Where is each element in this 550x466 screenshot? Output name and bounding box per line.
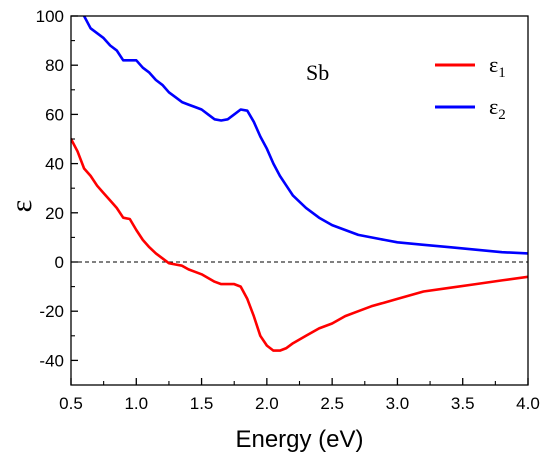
- y-axis-title: ε: [5, 200, 38, 213]
- legend-label-epsilon1: ε1: [489, 52, 506, 81]
- y-tick-label: 100: [36, 7, 64, 26]
- legend-label-epsilon1-subscript: 1: [498, 65, 506, 81]
- x-axis-title: Energy (eV): [235, 426, 363, 453]
- x-tick-label: 4.0: [516, 394, 540, 413]
- y-axis: -40 -20 0 20 40 60 80 100: [36, 7, 78, 370]
- x-tick-label: 3.5: [451, 394, 475, 413]
- y-tick-label: 60: [45, 105, 64, 124]
- series-line-epsilon1: [71, 137, 528, 352]
- x-tick-label: 1.0: [124, 394, 148, 413]
- legend-label-epsilon2-main: ε: [489, 94, 498, 119]
- x-axis: 0.5 1.0 1.5 2.0 2.5 3.0 3.5 4.0: [59, 378, 540, 413]
- element-annotation: Sb: [306, 60, 329, 85]
- x-tick-label: 2.5: [320, 394, 344, 413]
- legend-label-epsilon1-main: ε: [489, 52, 498, 77]
- x-tick-label: 2.0: [255, 394, 279, 413]
- y-tick-label: 80: [45, 56, 64, 75]
- legend-label-epsilon2-subscript: 2: [498, 107, 506, 123]
- y-tick-label: -20: [39, 302, 64, 321]
- legend: ε1 ε2: [435, 52, 506, 123]
- series-layer: [71, 16, 528, 352]
- y-tick-label: 0: [55, 253, 64, 272]
- x-tick-label: 0.5: [59, 394, 83, 413]
- x-tick-label: 3.0: [386, 394, 410, 413]
- legend-label-epsilon2: ε2: [489, 94, 506, 123]
- y-tick-label: 40: [45, 155, 64, 174]
- x-tick-label: 1.5: [190, 394, 214, 413]
- series-line-epsilon2: [82, 16, 528, 255]
- y-tick-label: 20: [45, 204, 64, 223]
- y-tick-label: -40: [39, 351, 64, 370]
